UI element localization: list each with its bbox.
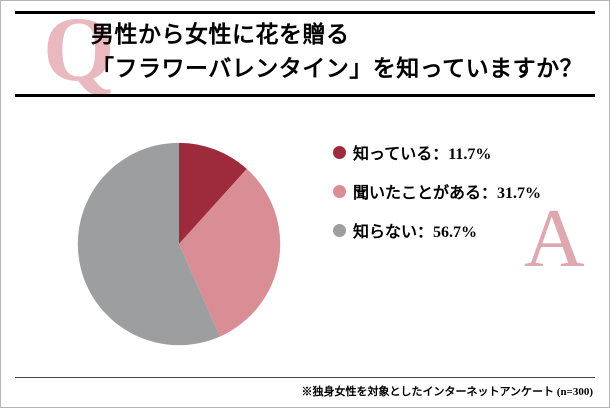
answer-a-letter: A — [524, 192, 585, 285]
pie-slice-1 — [179, 168, 281, 337]
legend-label: 知っている：11.7% — [353, 146, 492, 163]
legend-item-2: 知らない：56.7% — [333, 218, 541, 242]
pie-chart — [77, 142, 281, 346]
legend-item-1: 聞いたことがある：31.7% — [333, 179, 541, 203]
legend-label: 知らない：56.7% — [353, 224, 478, 241]
top-divider — [15, 11, 595, 14]
question-title-line2: 「フラワーバレンタイン」を知っていますか？ — [91, 56, 584, 81]
legend-item-0: 知っている：11.7% — [333, 140, 541, 164]
pie-legend: 知っている：11.7% 聞いたことがある：31.7% 知らない：56.7% — [333, 140, 541, 257]
question-title-line1: 男性から女性に花を贈る — [91, 22, 350, 47]
legend-color-dot — [333, 184, 346, 198]
title-bottom-divider — [15, 94, 595, 97]
legend-color-dot — [333, 145, 346, 159]
pie-slice-2 — [77, 142, 221, 346]
legend-label: 聞いたことがある：31.7% — [353, 185, 542, 202]
footnote: ※独身女性を対象としたインターネットアンケート (n=300) — [301, 386, 593, 398]
question-q-letter: Q — [43, 0, 115, 100]
question-title: 男性から女性に花を贈る 「フラワーバレンタイン」を知っていますか？ — [91, 18, 583, 86]
footnote-divider — [15, 377, 595, 378]
pie-slice-0 — [179, 142, 247, 244]
legend-color-dot — [333, 223, 346, 237]
